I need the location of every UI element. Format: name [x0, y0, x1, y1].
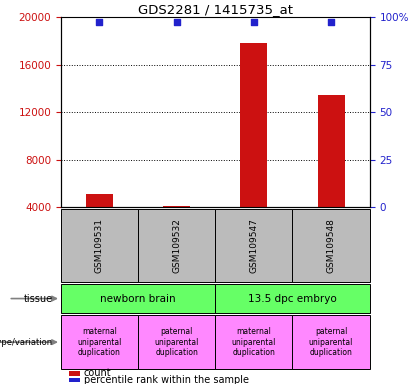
- Point: [96, 19, 103, 25]
- Text: newborn brain: newborn brain: [100, 293, 176, 304]
- Title: GDS2281 / 1415735_at: GDS2281 / 1415735_at: [138, 3, 293, 16]
- Bar: [240, 43, 268, 255]
- Text: count: count: [84, 368, 112, 378]
- Bar: [292, 209, 370, 282]
- Bar: [318, 94, 344, 255]
- Bar: [61, 209, 138, 282]
- Bar: [86, 194, 113, 255]
- Bar: [138, 315, 215, 369]
- Bar: [215, 284, 370, 313]
- Bar: [138, 209, 215, 282]
- Point: [328, 19, 334, 25]
- Bar: [61, 315, 138, 369]
- Text: percentile rank within the sample: percentile rank within the sample: [84, 375, 249, 384]
- Text: GSM109547: GSM109547: [249, 218, 258, 273]
- Text: maternal
uniparental
duplication: maternal uniparental duplication: [77, 327, 122, 357]
- Text: paternal
uniparental
duplication: paternal uniparental duplication: [309, 327, 353, 357]
- Text: GSM109532: GSM109532: [172, 218, 181, 273]
- Text: genotype/variation: genotype/variation: [0, 338, 52, 347]
- Text: maternal
uniparental
duplication: maternal uniparental duplication: [232, 327, 276, 357]
- Text: tissue: tissue: [24, 293, 52, 304]
- Bar: [163, 206, 190, 255]
- Bar: [292, 315, 370, 369]
- Point: [173, 19, 180, 25]
- Text: GSM109531: GSM109531: [95, 218, 104, 273]
- Bar: [215, 315, 292, 369]
- Text: GSM109548: GSM109548: [326, 218, 336, 273]
- Bar: [61, 284, 215, 313]
- Text: paternal
uniparental
duplication: paternal uniparental duplication: [155, 327, 199, 357]
- Text: 13.5 dpc embryo: 13.5 dpc embryo: [248, 293, 337, 304]
- Bar: [215, 209, 292, 282]
- Point: [250, 19, 257, 25]
